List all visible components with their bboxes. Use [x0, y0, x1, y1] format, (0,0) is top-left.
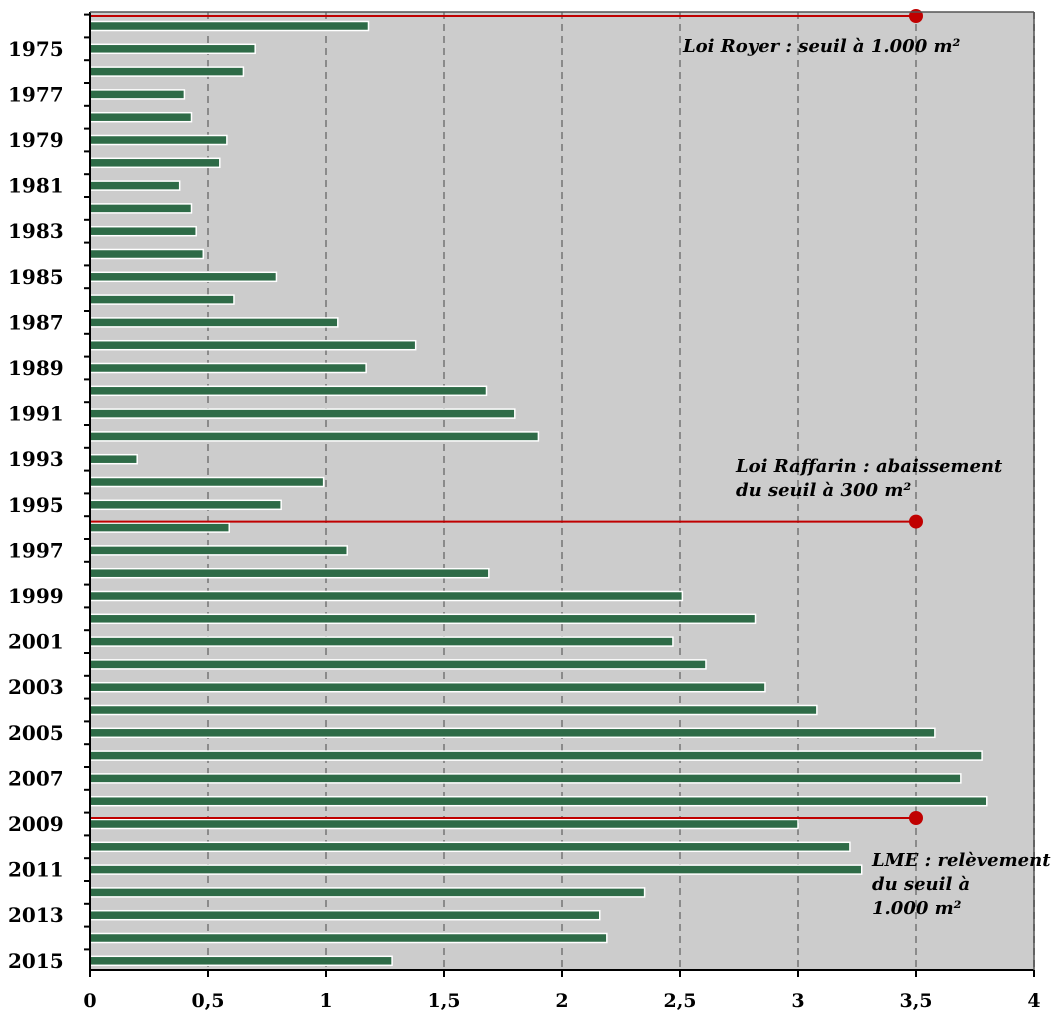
bar-2013	[89, 909, 601, 921]
bar-2012	[89, 887, 646, 898]
x-tick-label-6: 3	[791, 990, 804, 1012]
bar-2008	[89, 795, 988, 807]
x-tick-label-7: 3,5	[899, 990, 932, 1012]
bar-2015	[89, 955, 393, 967]
y-tick-label-2009: 2009	[8, 812, 64, 836]
bar-2004	[89, 704, 818, 716]
bar-1988	[89, 339, 417, 351]
bar-1983	[89, 225, 197, 237]
bar-2000	[89, 613, 757, 625]
annotation-text-1-1: du seuil à 300 m²	[736, 480, 911, 501]
annotation-marker-0	[909, 9, 923, 23]
x-tick-label-3: 1,5	[427, 990, 460, 1012]
y-tick-label-1995: 1995	[8, 493, 64, 517]
bar-2006	[89, 750, 983, 761]
bar-2010	[89, 841, 851, 853]
bar-1993	[89, 453, 138, 465]
annotation-text-2-0: LME : relèvement	[871, 850, 1051, 871]
y-tick-label-1979: 1979	[8, 128, 64, 152]
y-tick-label-1975: 1975	[8, 37, 64, 61]
bar-1976	[89, 66, 245, 77]
y-tick-label-1987: 1987	[8, 310, 64, 334]
bar-1982	[89, 203, 193, 214]
x-tick-label-8: 4	[1027, 990, 1040, 1012]
x-tick-label-1: 0,5	[191, 990, 224, 1012]
bar-1990	[89, 385, 488, 397]
gridlines	[207, 12, 1035, 970]
bar-1991	[89, 408, 516, 419]
y-tick-label-2003: 2003	[8, 675, 64, 699]
bars	[89, 20, 988, 967]
y-tick-label-1997: 1997	[8, 538, 64, 562]
annotation-marker-1	[909, 514, 923, 529]
annotation-text-2-2: 1.000 m²	[872, 898, 962, 919]
bar-1975	[89, 43, 256, 55]
annotation-text-1-0: Loi Raffarin : abaissement	[735, 456, 1003, 477]
x-tick-labels: 0 0,5 1 1,5 2 2,5 3 3,5 4	[83, 990, 1040, 1012]
bar-1994	[89, 476, 325, 488]
bar-1992	[89, 431, 540, 442]
bar-2005	[89, 727, 936, 739]
x-tick-label-4: 2	[555, 990, 568, 1012]
y-tick-label-2011: 2011	[8, 858, 64, 882]
y-tick-label-2007: 2007	[8, 766, 64, 790]
bar-2014	[89, 932, 608, 944]
annotation-texts: Loi Royer : seuil à 1.000 m² Loi Raffarin…	[682, 36, 1051, 919]
bar-1984	[89, 248, 205, 260]
y-tick-label-2015: 2015	[8, 949, 64, 973]
x-tick-label-2: 1	[319, 990, 332, 1012]
bar-1987	[89, 317, 339, 328]
y-tick-label-2001: 2001	[8, 630, 64, 654]
bar-1980	[89, 157, 221, 169]
y-tick-label-1989: 1989	[8, 356, 64, 380]
y-tick-label-1977: 1977	[8, 82, 64, 106]
y-tick-label-1981: 1981	[8, 174, 64, 198]
x-tick-label-5: 2,5	[663, 990, 696, 1012]
y-tick-label-2013: 2013	[8, 903, 64, 927]
y-tick-label-1999: 1999	[8, 584, 64, 608]
bar-2001	[89, 636, 674, 647]
bar-1974	[89, 20, 370, 32]
y-tick-labels: 1975 1977 1979 1981 1983 1985 1987 1989 1991 1993…	[8, 37, 64, 973]
annotation-text-2-1: du seuil à	[872, 874, 970, 895]
bar-1978	[89, 111, 193, 123]
bar-2002	[89, 659, 707, 670]
y-tick-label-2005: 2005	[8, 721, 64, 745]
bar-1999	[89, 590, 684, 602]
y-tick-label-1991: 1991	[8, 402, 64, 426]
y-tick-label-1985: 1985	[8, 265, 64, 289]
bar-2011	[89, 864, 863, 875]
annotation-marker-2	[909, 811, 923, 825]
annotation-lines	[90, 9, 923, 825]
bar-1997	[89, 545, 348, 556]
bar-1989	[89, 362, 367, 374]
bar-1985	[89, 271, 278, 283]
x-tick-label-0: 0	[83, 990, 96, 1012]
axes	[84, 11, 1035, 977]
bar-2003	[89, 681, 766, 693]
bar-1995	[89, 499, 282, 511]
bar-1981	[89, 180, 181, 191]
bar-2007	[89, 773, 962, 784]
bar-1986	[89, 294, 235, 305]
bar-2009	[89, 818, 799, 830]
y-tick-label-1993: 1993	[8, 447, 64, 471]
bar-1977	[89, 89, 186, 100]
y-tick-label-1983: 1983	[8, 219, 64, 243]
bar-1996	[89, 522, 230, 533]
bar-1998	[89, 567, 490, 579]
annotation-text-0-0: Loi Royer : seuil à 1.000 m²	[682, 36, 961, 57]
bar-1979	[89, 134, 228, 146]
